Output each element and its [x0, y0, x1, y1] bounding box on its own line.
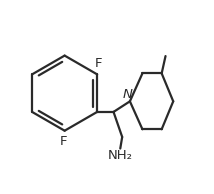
Text: F: F — [94, 57, 102, 70]
Text: F: F — [60, 135, 67, 148]
Text: N: N — [123, 88, 133, 101]
Text: NH₂: NH₂ — [108, 149, 133, 162]
